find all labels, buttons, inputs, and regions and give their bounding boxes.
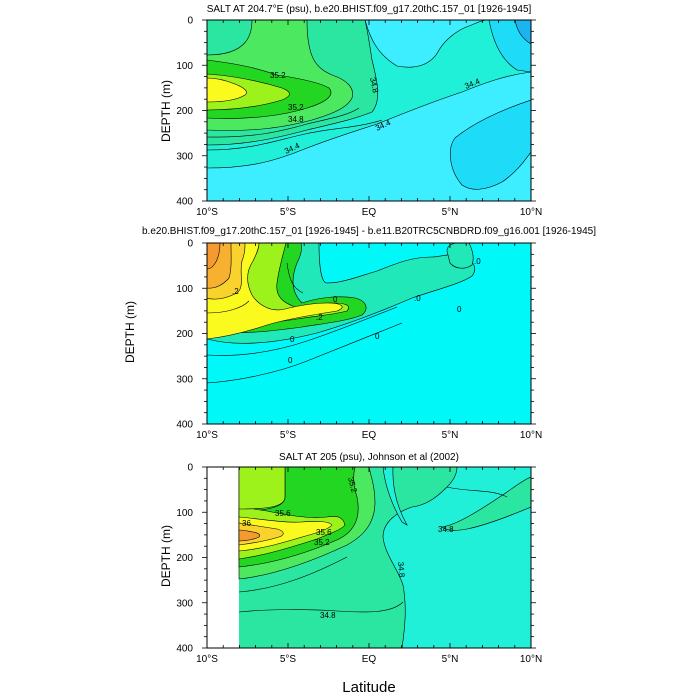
contour-line [446, 486, 508, 498]
contour-line [207, 322, 403, 384]
x-tick-label: 5°N [442, 430, 459, 441]
y-tick-label: 100 [176, 61, 193, 72]
x-tick-label: EQ [362, 207, 377, 218]
x-tick-label: 10°N [520, 430, 542, 441]
contour-label: .0 [474, 257, 481, 266]
contour-line [238, 556, 348, 593]
panel-3-ticks: 10°S 5°S EQ 5°N 10°N 0 100 200 300 400 [176, 463, 542, 666]
contour-label: 34.8 [288, 115, 304, 124]
y-tick-label: 400 [176, 197, 193, 208]
panel-1: SALT AT 204.7°E (psu), b.e20.BHIST.f09_g… [159, 4, 542, 218]
y-tick-label: 300 [176, 598, 193, 609]
y-tick-label: 300 [176, 374, 193, 385]
x-tick-label: 10°N [520, 654, 542, 665]
contour-label: 35.6 [275, 509, 291, 518]
x-tick-label: 5°N [442, 207, 459, 218]
level-34.4-region [207, 71, 531, 201]
panel-3-plot [207, 467, 531, 648]
contour-line [286, 262, 304, 294]
y-tick-label: 200 [176, 329, 193, 340]
contour-label: 34.8 [320, 611, 336, 620]
y-tick-label: 0 [187, 463, 193, 474]
level-above-36.0 [238, 529, 261, 542]
panel-3: SALT AT 205 (psu), Johnson et al (2002) … [159, 452, 542, 696]
contour-label: 34.8 [438, 525, 454, 534]
contour-line [238, 601, 404, 613]
contour-label: 35.2 [288, 103, 304, 112]
contour-line [207, 107, 360, 138]
panel-2-ticks: 10°S 5°S EQ 5°N 10°N 0 100 200 300 400 [176, 239, 542, 442]
level-34.8-tongue [441, 476, 531, 531]
level-0-0.1-island [446, 243, 474, 269]
contour-line [207, 300, 250, 314]
y-axis-label: DEPTH (m) [159, 80, 173, 142]
y-axis-label: DEPTH (m) [159, 525, 173, 587]
level-above-0.6 [207, 243, 221, 270]
y-tick-label: 100 [176, 508, 193, 519]
panel-2-title: b.e20.BHIST.f09_g17.20thC.157_01 [1926-1… [142, 226, 596, 237]
level-34.0-region [514, 20, 531, 45]
level-34.4-top [364, 20, 488, 68]
contour-label: 35.2 [346, 476, 359, 494]
contour-label: .2 [316, 313, 323, 322]
y-tick-label: 400 [176, 420, 193, 431]
x-tick-label: 10°S [196, 430, 218, 441]
contour-line [207, 306, 398, 356]
contour-label: 0 [457, 305, 462, 314]
level-34.2-deep [449, 99, 531, 190]
level-34.6-34.8-upper [382, 467, 408, 526]
x-tick-label: 5°N [442, 654, 459, 665]
contour-label: .2 [232, 287, 239, 296]
contour-label: 36 [242, 519, 251, 528]
y-tick-label: 200 [176, 553, 193, 564]
contour-label: 35.6 [316, 528, 332, 537]
contour-label: 35.2 [314, 538, 330, 547]
y-tick-label: 0 [187, 16, 193, 27]
contour-label: 0 [288, 356, 293, 365]
level-35.4-35.6-top [238, 467, 286, 510]
panel-1-plot [207, 20, 531, 201]
x-tick-label: 5°S [280, 430, 297, 441]
panel-2: b.e20.BHIST.f09_g17.20thC.157_01 [1926-1… [123, 226, 596, 441]
x-axis-label: Latitude [342, 679, 395, 696]
contour-line [207, 119, 383, 151]
contour-label: 0 [375, 332, 380, 341]
panel-1-title: SALT AT 204.7°E (psu), b.e20.BHIST.f09_g… [207, 4, 532, 15]
x-tick-label: 10°N [520, 207, 542, 218]
contour-label: 35.2 [270, 71, 286, 80]
x-tick-label: 10°S [196, 654, 218, 665]
x-tick-label: 10°S [196, 207, 218, 218]
x-tick-label: 5°S [280, 207, 297, 218]
panel-1-ticks: 10°S 5°S EQ 5°N 10°N 0 100 200 300 400 [176, 16, 542, 219]
contour-label: 0 [290, 335, 295, 344]
y-tick-label: 100 [176, 284, 193, 295]
panel-3-title: SALT AT 205 (psu), Johnson et al (2002) [279, 452, 459, 463]
x-tick-label: EQ [362, 430, 377, 441]
panel-2-plot [207, 243, 531, 424]
no-data-region [207, 467, 239, 648]
level-35.6-35.8 [238, 516, 333, 552]
contour-label: .0 [414, 294, 421, 303]
y-tick-label: 0 [187, 239, 193, 250]
contour-label: 0 [333, 295, 338, 304]
level-35.6-region [207, 77, 247, 103]
y-tick-label: 300 [176, 151, 193, 162]
x-tick-label: 5°S [280, 654, 297, 665]
y-tick-label: 400 [176, 644, 193, 655]
contour-label: 34.8 [368, 77, 380, 95]
y-axis-label: DEPTH (m) [123, 301, 137, 363]
contour-label: 34.8 [396, 561, 406, 578]
x-tick-label: EQ [362, 654, 377, 665]
y-tick-label: 200 [176, 106, 193, 117]
